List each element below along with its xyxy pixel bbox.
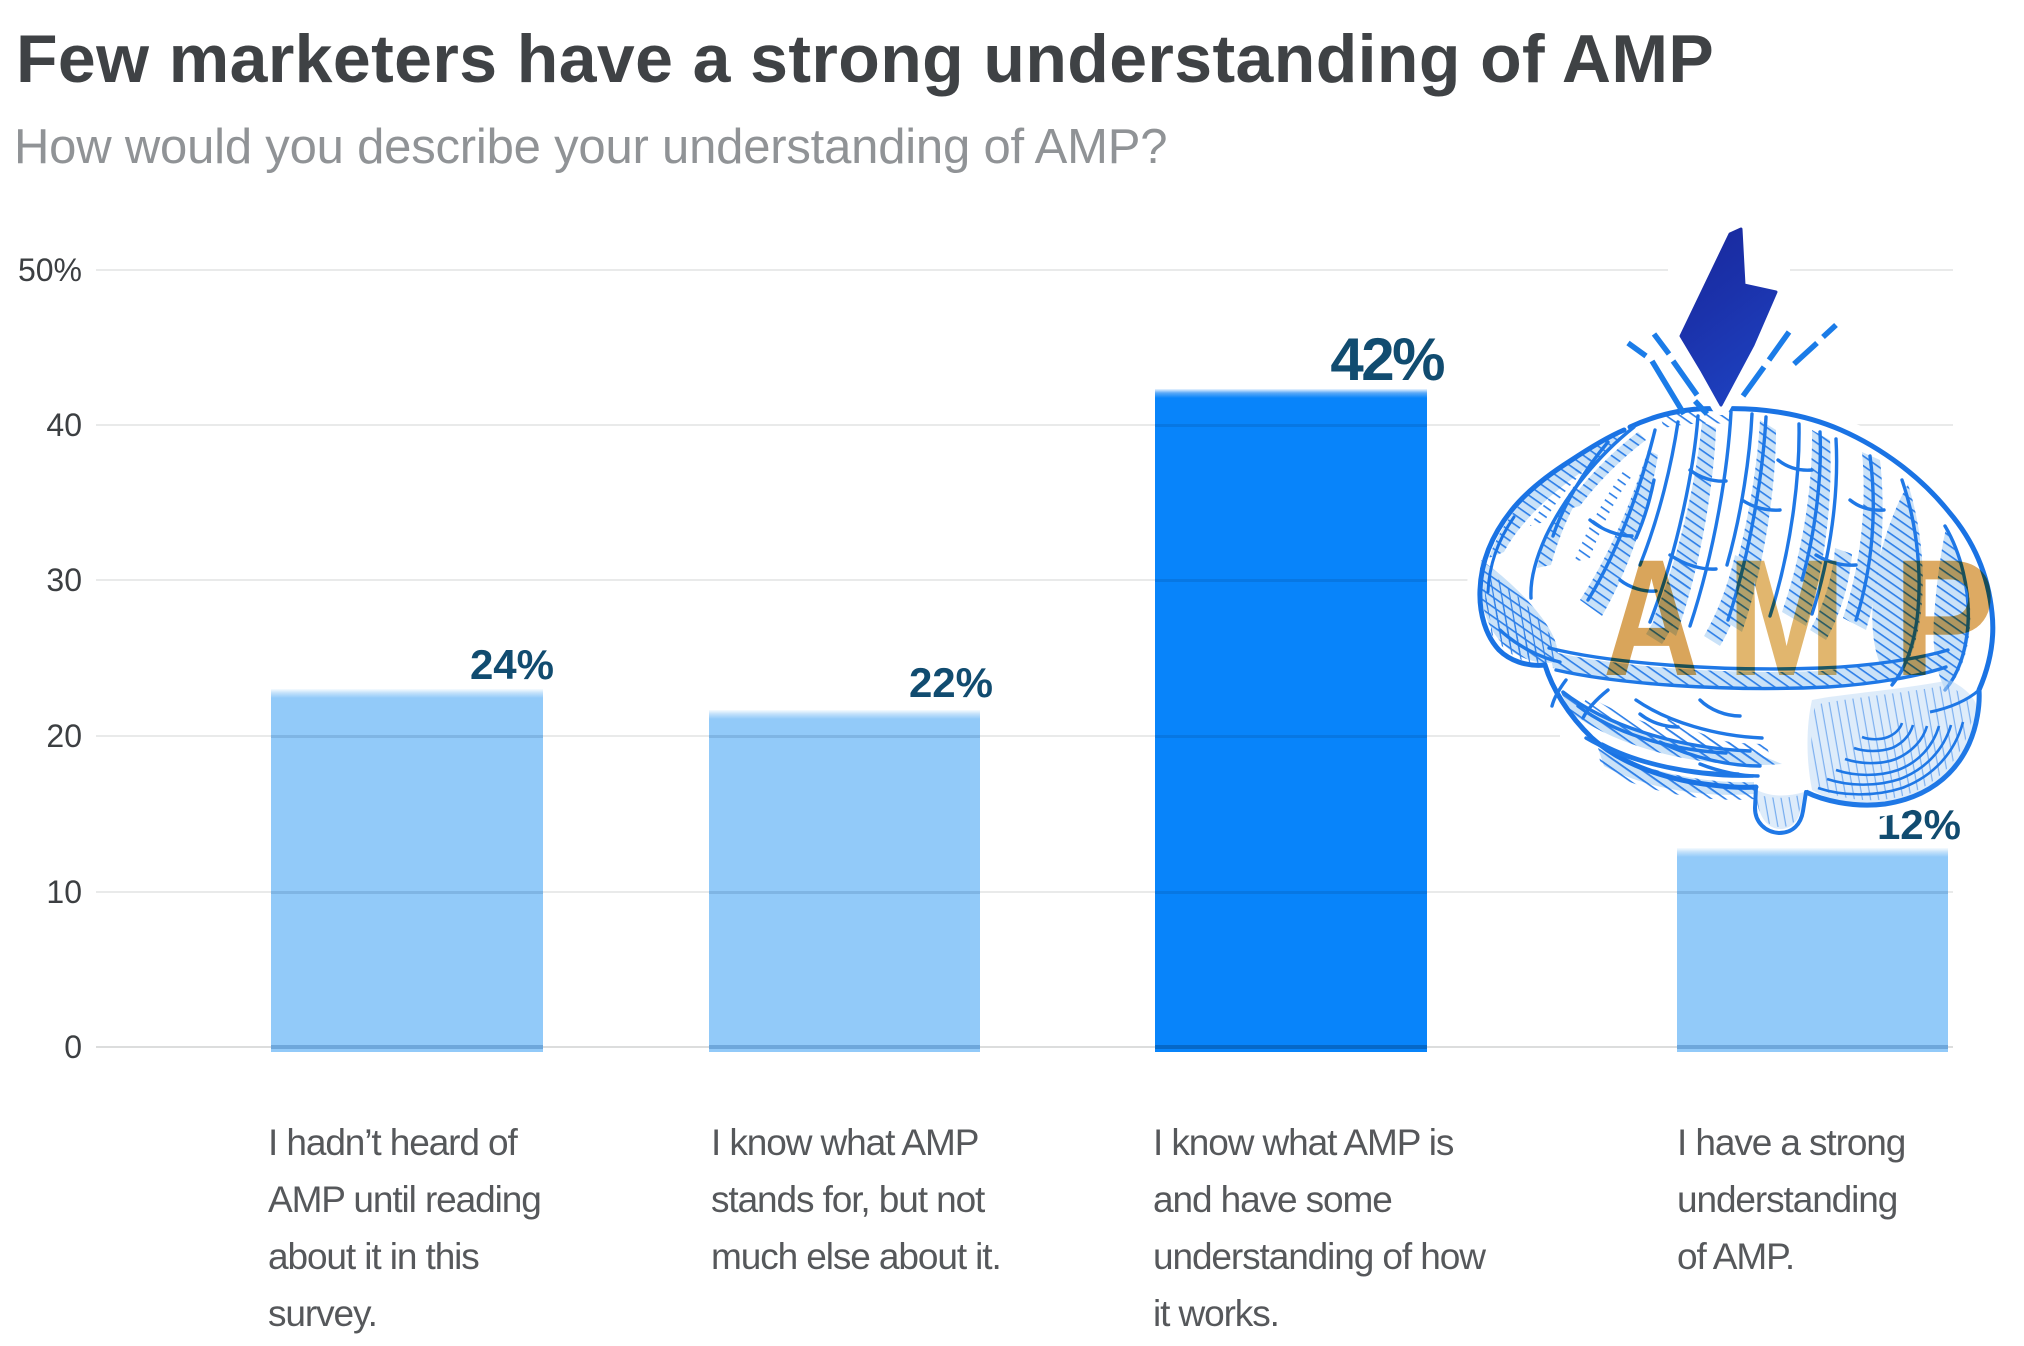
svg-text:M: M xyxy=(1727,526,1846,711)
svg-text:P: P xyxy=(1893,526,1996,711)
svg-text:A: A xyxy=(1603,526,1700,711)
